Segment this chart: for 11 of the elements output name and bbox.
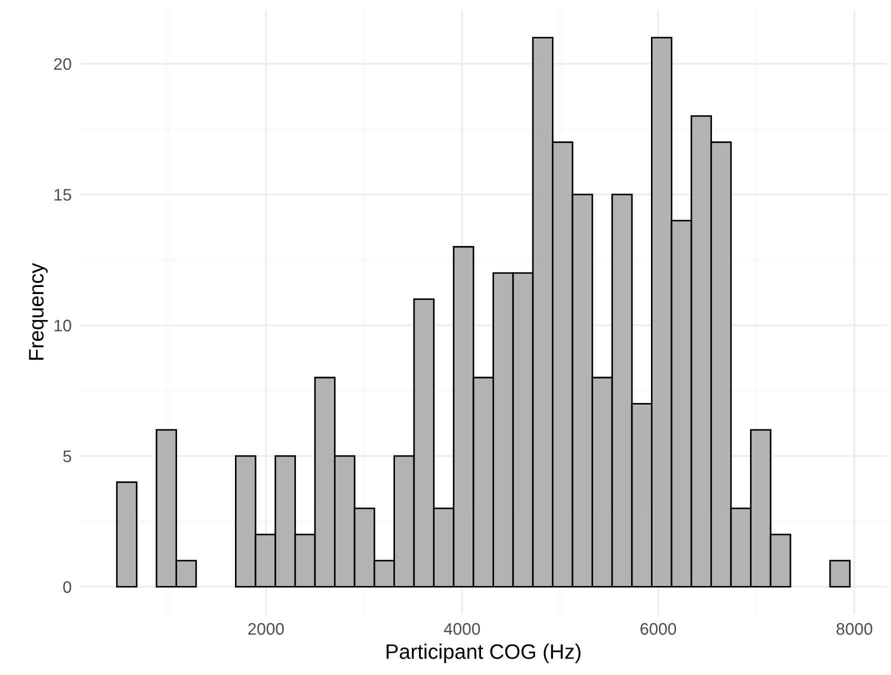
y-tick-label: 0 — [63, 581, 72, 593]
y-axis-title: Frequency — [29, 263, 48, 360]
y-tick-label: 5 — [63, 450, 72, 462]
y-tick-label: 20 — [54, 58, 72, 70]
y-tick-label: 15 — [54, 189, 72, 201]
x-axis-title: Participant COG (Hz) — [386, 644, 580, 664]
x-tick-label: 4000 — [444, 623, 480, 635]
x-tick-label: 6000 — [640, 623, 676, 635]
x-tick-label: 8000 — [836, 623, 872, 635]
y-tick-label: 10 — [54, 320, 72, 332]
x-tick-label: 2000 — [248, 623, 284, 635]
